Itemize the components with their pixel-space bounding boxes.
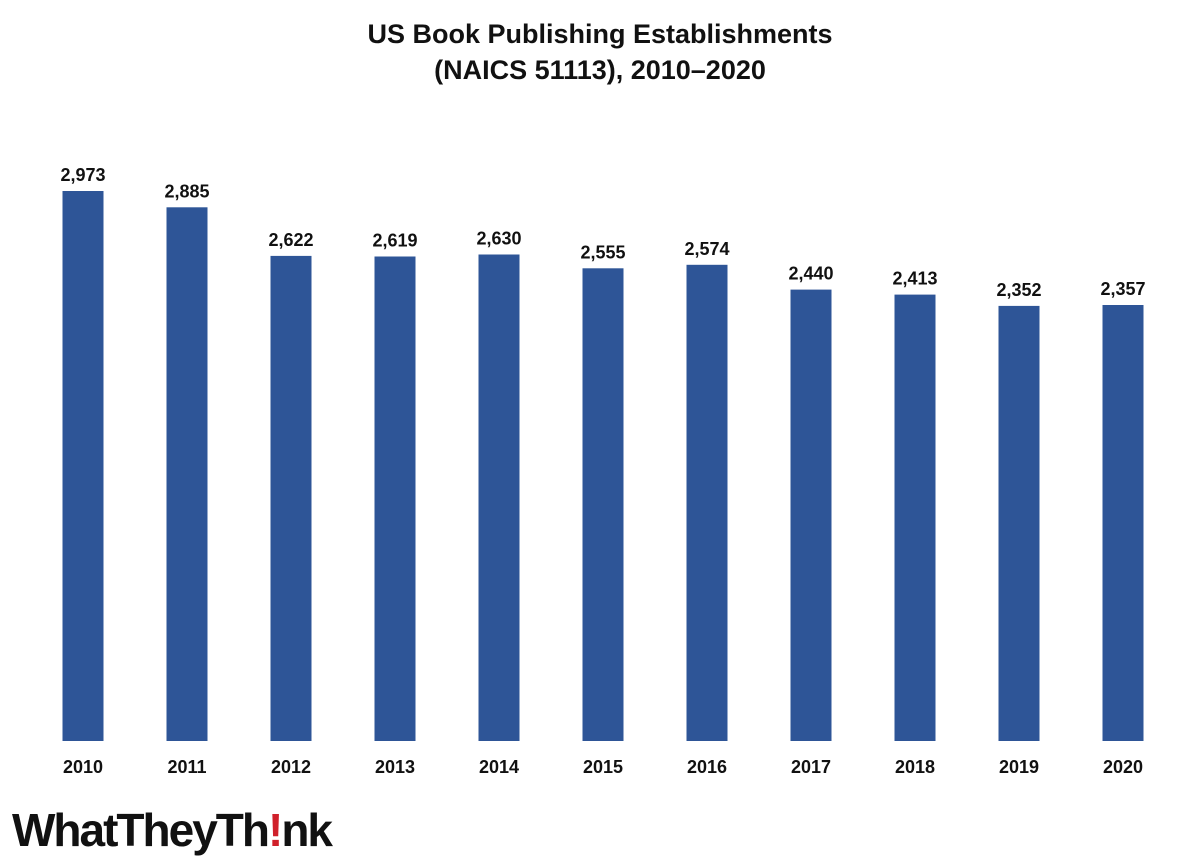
x-tick-label-2011: 2011 [167,757,206,777]
logo-exclamation-mark: ! [267,804,283,856]
whattheythink-logo: WhatTheyTh!nk [12,800,333,860]
chart-title-line-1: US Book Publishing Establishments [367,19,833,49]
x-tick-label-2010: 2010 [63,757,103,777]
bar-2016 [686,264,728,741]
logo-text-start: WhatTheyTh [12,804,270,856]
bar-2010 [62,191,104,741]
x-tick-label-2018: 2018 [895,757,935,777]
bar-2012 [270,255,312,741]
bar-2020 [1102,305,1144,741]
data-label-2012: 2,622 [268,230,313,250]
bar-chart: 2,973 2010 2,885 2011 2,622 2012 2,619 2013 2,63… [60,165,1145,777]
bar-2015 [582,268,624,741]
bar-2011 [166,207,208,742]
data-label-2013: 2,619 [372,231,417,251]
data-label-2016: 2,574 [684,239,729,259]
chart-title: US Book Publishing Establishments (NAICS… [0,16,1200,88]
x-tick-label-2014: 2014 [479,757,519,777]
x-tick-label-2015: 2015 [583,757,623,777]
bar-2014 [478,254,520,741]
data-label-2014: 2,630 [476,229,521,249]
bar-2013 [374,256,416,741]
bar-2018 [894,294,936,741]
bar-2017 [790,289,832,741]
x-tick-label-2017: 2017 [791,757,831,777]
data-label-2010: 2,973 [60,165,105,185]
x-tick-label-2019: 2019 [999,757,1039,777]
x-tick-label-2020: 2020 [1103,757,1143,777]
x-tick-label-2013: 2013 [375,757,415,777]
logo-text-end: nk [281,804,333,856]
data-label-2018: 2,413 [892,269,937,289]
data-label-2015: 2,555 [580,242,625,262]
data-label-2011: 2,885 [164,181,209,201]
data-label-2019: 2,352 [996,280,1041,300]
data-label-2020: 2,357 [1100,279,1145,299]
x-tick-label-2012: 2012 [271,757,311,777]
bar-2019 [998,305,1040,741]
data-label-2017: 2,440 [788,264,833,284]
chart-title-line-2: (NAICS 51113), 2010–2020 [434,55,766,85]
x-tick-label-2016: 2016 [687,757,727,777]
